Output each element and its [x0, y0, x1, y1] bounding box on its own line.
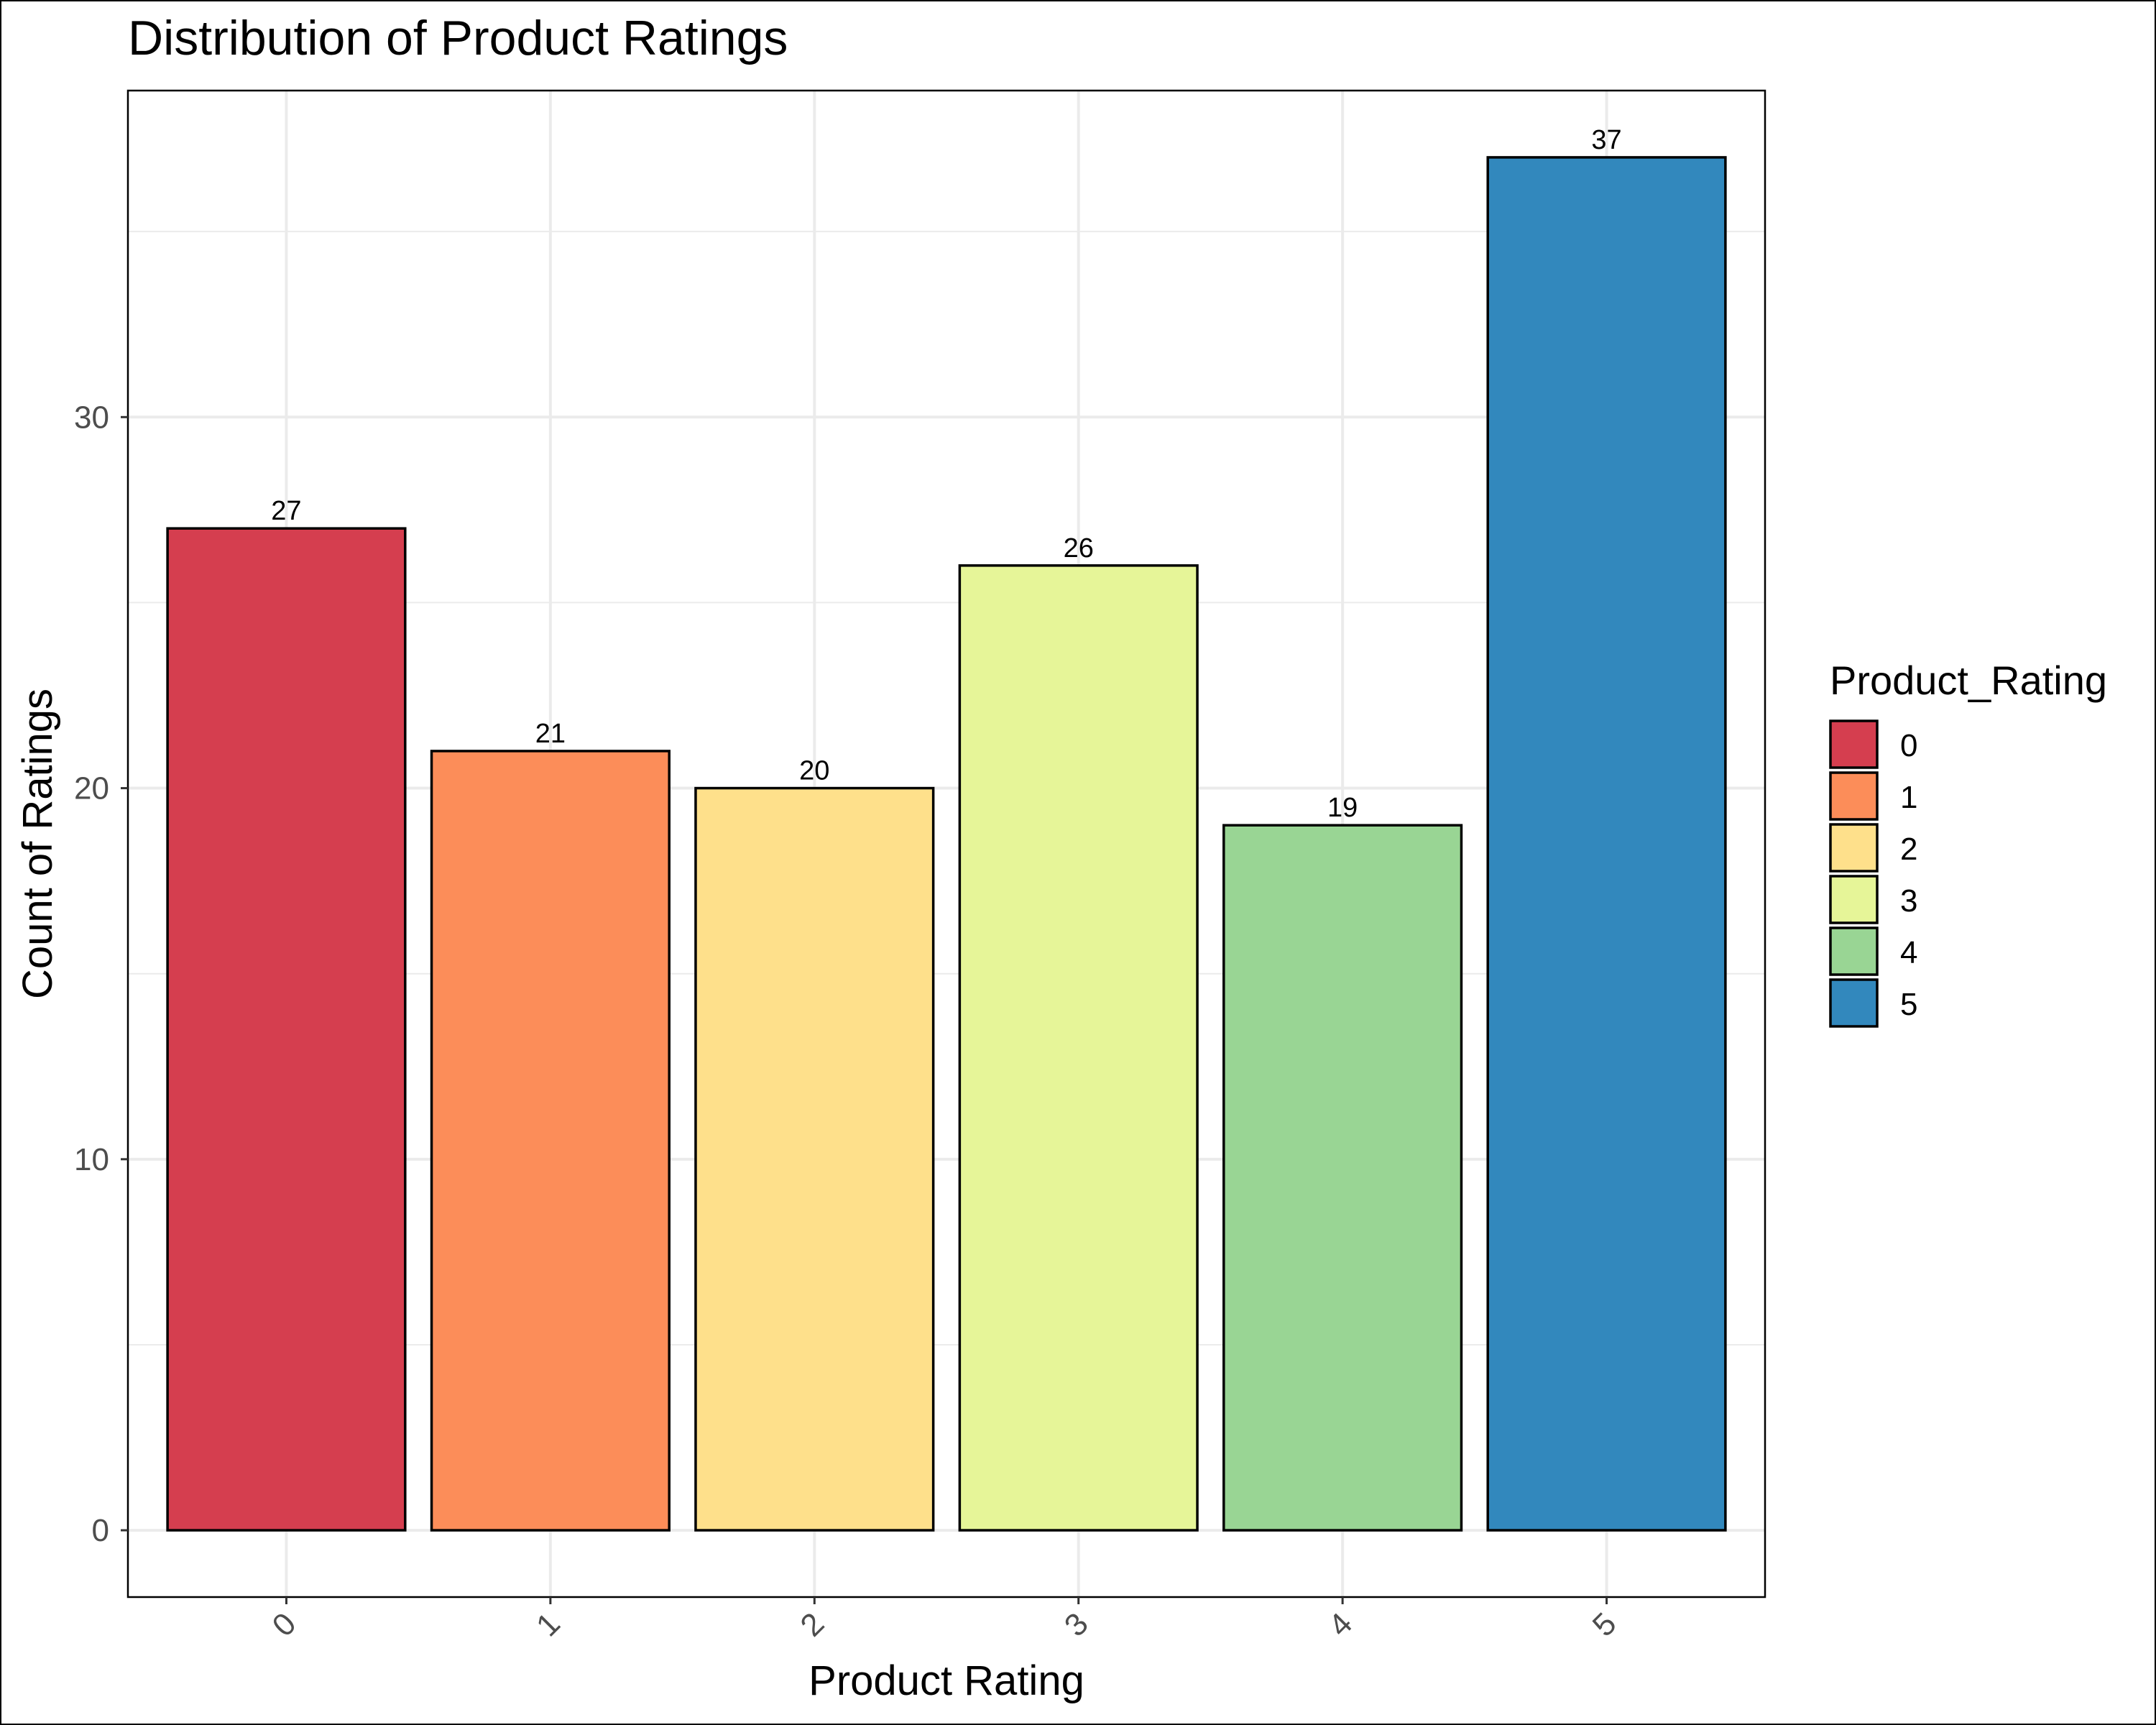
legend-label: 1	[1900, 780, 1917, 815]
bars	[166, 156, 1727, 1532]
bar-5	[1486, 156, 1727, 1532]
x-axis-title: Product Rating	[808, 1657, 1084, 1704]
bar-2	[694, 786, 935, 1532]
x-tick-label: 0	[266, 1606, 303, 1643]
bar-1	[430, 750, 671, 1532]
x-tick-label: 5	[1586, 1606, 1623, 1643]
bar-value-labels: 27 21 20 26 19 37	[271, 125, 1621, 823]
legend-items: 0 1 2 3 4 5	[1829, 719, 1917, 1028]
bar-0	[166, 527, 407, 1532]
x-tick-label: 4	[1322, 1606, 1359, 1643]
x-axis-ticks: 0 1 2 3 4 5	[266, 1597, 1623, 1643]
bar-4	[1222, 824, 1463, 1532]
x-tick-label: 2	[793, 1606, 831, 1643]
legend-swatch-2	[1829, 823, 1879, 873]
legend-label: 2	[1900, 832, 1917, 867]
y-axis-ticks: 0 10 20 30	[74, 400, 128, 1548]
legend-label: 3	[1900, 883, 1917, 919]
x-tick-label: 1	[530, 1606, 567, 1643]
legend-title: Product_Rating	[1830, 658, 2107, 703]
x-tick-label: 3	[1058, 1606, 1095, 1643]
chart-title: Distribution of Product Ratings	[128, 11, 788, 65]
bar-value-label: 19	[1327, 793, 1358, 823]
y-tick-label: 10	[74, 1142, 109, 1177]
legend-label: 4	[1900, 935, 1917, 970]
bar-value-label: 26	[1064, 533, 1094, 564]
y-tick-label: 30	[74, 400, 109, 435]
legend-swatch-0	[1829, 719, 1879, 769]
bar-value-label: 20	[799, 756, 829, 786]
legend-label: 0	[1900, 728, 1917, 763]
y-axis-title: Count of Ratings	[14, 689, 61, 999]
bar-3	[958, 564, 1199, 1532]
legend-swatch-5	[1829, 978, 1879, 1028]
plot-border	[126, 89, 1766, 1598]
legend: Product_Rating 0 1 2 3 4 5	[1829, 658, 2107, 1028]
legend-swatch-1	[1829, 771, 1879, 821]
y-tick-label: 20	[74, 771, 109, 806]
legend-label: 5	[1900, 987, 1917, 1022]
bar-value-label: 37	[1591, 125, 1621, 155]
legend-swatch-4	[1829, 926, 1879, 976]
legend-swatch-3	[1829, 875, 1879, 924]
y-tick-label: 0	[92, 1513, 109, 1548]
bar-value-label: 27	[271, 496, 301, 526]
bar-value-label: 21	[535, 719, 566, 749]
